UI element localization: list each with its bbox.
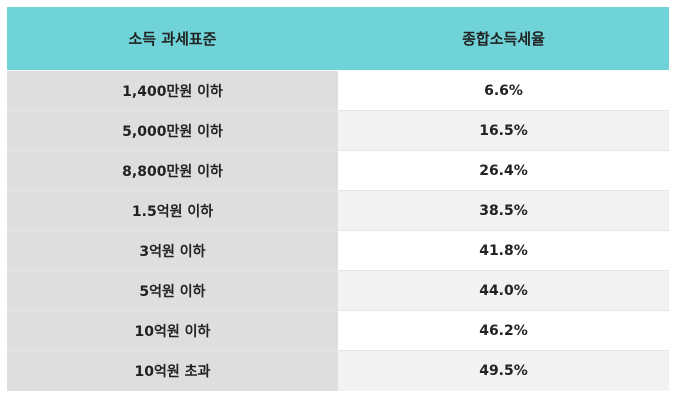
table-row: 1,400만원 이하 6.6% [7,71,669,111]
rate-cell: 44.0% [338,271,669,310]
rate-cell: 49.5% [338,351,669,391]
rate-cell: 41.8% [338,231,669,270]
bracket-cell: 8,800만원 이하 [7,151,338,190]
header-rate: 종합소득세율 [462,30,545,48]
table-row: 5,000만원 이하 16.5% [7,111,669,151]
table-row: 1.5억원 이하 38.5% [7,191,669,231]
bracket-cell: 10억원 초과 [7,351,338,391]
rate-cell: 46.2% [338,311,669,350]
table-row: 10억원 이하 46.2% [7,311,669,351]
rate-cell: 26.4% [338,151,669,190]
tax-rate-table: 소득 과세표준 종합소득세율 1,400만원 이하 6.6% 5,000만원 이… [7,7,669,391]
table-row: 5억원 이하 44.0% [7,271,669,311]
table-row: 3억원 이하 41.8% [7,231,669,271]
rate-cell: 16.5% [338,111,669,150]
header-bracket: 소득 과세표준 [128,30,217,48]
rate-cell: 6.6% [338,71,669,110]
bracket-cell: 3억원 이하 [7,231,338,270]
bracket-cell: 1,400만원 이하 [7,71,338,110]
bracket-cell: 1.5억원 이하 [7,191,338,230]
table-row: 10억원 초과 49.5% [7,351,669,391]
table-body: 1,400만원 이하 6.6% 5,000만원 이하 16.5% 8,800만원… [7,71,669,391]
bracket-cell: 10억원 이하 [7,311,338,350]
table-header: 소득 과세표준 종합소득세율 [7,7,669,70]
table-row: 8,800만원 이하 26.4% [7,151,669,191]
rate-cell: 38.5% [338,191,669,230]
bracket-cell: 5억원 이하 [7,271,338,310]
bracket-cell: 5,000만원 이하 [7,111,338,150]
